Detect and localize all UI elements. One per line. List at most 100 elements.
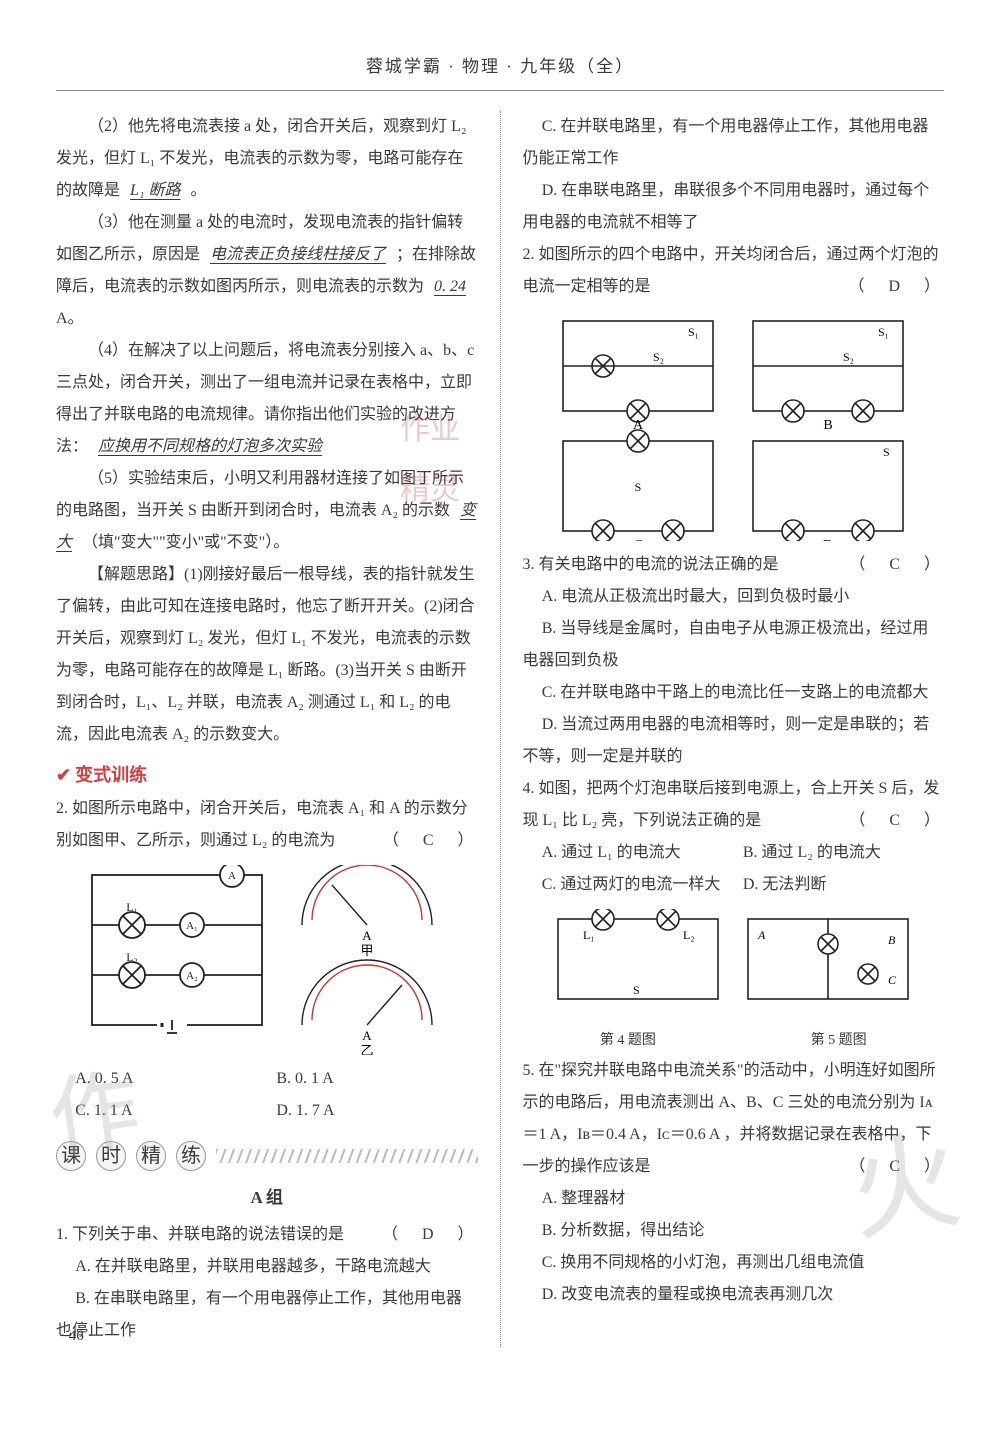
label: A <box>362 928 372 943</box>
option-b: B. 通过 L₂ 的电流大 <box>743 837 944 869</box>
option-row: A. 0. 5 A B. 0. 1 A <box>56 1063 478 1095</box>
variant-training-title: 变式训练 <box>56 757 478 793</box>
stripe-decoration <box>216 1149 478 1163</box>
option-a: A. 0. 5 A <box>75 1063 276 1095</box>
answer-paren: （ D ） <box>382 1219 478 1251</box>
label: A <box>228 870 236 882</box>
label: L₁ <box>583 928 595 942</box>
answer-paren: （ C ） <box>849 549 944 581</box>
answer-paren: （ D ） <box>848 271 944 303</box>
option-row: C. 1. 1 A D. 1. 7 A <box>56 1095 478 1127</box>
variant-q2-stem: 2. 如图所示电路中，闭合开关后，电流表 A₁ 和 A 的示数分别如图甲、乙所示… <box>56 793 478 857</box>
label: A <box>362 1028 372 1043</box>
two-column-layout: （2）他先将电流表接 a 处，闭合开关后，观察到灯 L₂ 发光，但灯 L₁ 不发… <box>56 111 944 1347</box>
label: S₂ <box>843 350 854 364</box>
label: B <box>824 418 833 433</box>
option-row: A. 通过 L₁ 的电流大 B. 通过 L₂ 的电流大 <box>523 837 945 869</box>
q-text: 1. 下列关于串、并联电路的说法错误的是 <box>56 1226 344 1243</box>
item-5: （5）实验结束后，小明又利用器材连接了如图丁所示的电路图，当开关 S 由断开到闭… <box>56 463 478 559</box>
q4-q5-figures: L₁ L₂ S A B C <box>523 909 945 1019</box>
variant-q2-figure: A A₁ A₂ L₁ L₂ A 甲 <box>56 865 478 1055</box>
fill-blank: 电流表正负接线柱接反了 <box>204 246 392 263</box>
option-a: A. 在并联电路里，并联用电器越多，干路电流越大 <box>56 1251 478 1283</box>
column-divider <box>500 111 501 1347</box>
item-2: （2）他先将电流表接 a 处，闭合开关后，观察到灯 L₂ 发光，但灯 L₁ 不发… <box>56 111 478 207</box>
option-d: D. 1. 7 A <box>276 1095 477 1127</box>
option-c: C. 通过两灯的电流一样大 <box>542 869 743 901</box>
option-c: C. 换用不同规格的小灯泡，再测出几组电流值 <box>523 1247 945 1279</box>
label: 乙 <box>360 1043 373 1055</box>
label: S₁ <box>688 325 699 339</box>
section-band: 课 时 精 练 <box>56 1141 478 1171</box>
q-text: 5. 在"探究并联电路中电流关系"的活动中，小明连好如图所示的电路后，用电流表测… <box>523 1062 936 1111</box>
band-char: 练 <box>176 1141 206 1171</box>
q-text: （2）他先将电流表接 a 处，闭合开关后，观察到灯 L₂ 发光，但灯 L₁ 不发… <box>56 118 466 199</box>
option-d: D. 当流过两用电器的电流相等时，则一定是串联的；若不等，则一定是并联的 <box>523 709 945 773</box>
option-c: C. 在并联电路中干路上的电流比任一支路上的电流都大 <box>523 677 945 709</box>
band-char: 课 <box>56 1141 86 1171</box>
option-b: B. 当导线是金属时，自由电子从电源正极流出，经过用电器回到负极 <box>523 613 945 677</box>
caption: 第 4 题图 <box>523 1027 734 1055</box>
label: C <box>888 973 897 987</box>
label: A₁ <box>186 920 198 932</box>
label: C <box>634 538 643 541</box>
rq5-stem: 5. 在"探究并联电路中电流关系"的活动中，小明连好如图所示的电路后，用电流表测… <box>523 1055 945 1183</box>
answer-paren: （ C ） <box>383 825 478 857</box>
option-a: A. 整理器材 <box>523 1183 945 1215</box>
option-d: D. 改变电流表的量程或换电流表再测几次 <box>523 1279 945 1311</box>
rq4-stem: 4. 如图，把两个灯泡串联后接到电源上，合上开关 S 后，发现 L₁ 比 L₂ … <box>523 773 945 837</box>
option-a: A. 电流从正极流出时最大，回到负极时最小 <box>523 581 945 613</box>
label: B <box>888 933 896 947</box>
q1-stem: 1. 下列关于串、并联电路的说法错误的是 （ D ） <box>56 1219 478 1251</box>
right-column: C. 在并联电路里，有一个用电器停止工作，其他用电器仍能正常工作 D. 在串联电… <box>523 111 945 1347</box>
label: L₂ <box>683 928 695 942</box>
label: A <box>757 928 766 942</box>
q4-circuit: L₁ L₂ S <box>548 909 728 1019</box>
rq3-stem: 3. 有关电路中的电流的说法正确的是 （ C ） <box>523 549 945 581</box>
solution-analysis: 【解题思路】(1)刚接好最后一根导线，表的指针就发生了偏转，由此可知在连接电路时… <box>56 559 478 751</box>
q-text: （5）实验结束后，小明又利用器材连接了如图丁所示的电路图，当开关 S 由断开到闭… <box>56 470 464 519</box>
left-column: （2）他先将电流表接 a 处，闭合开关后，观察到灯 L₂ 发光，但灯 L₁ 不发… <box>56 111 478 1347</box>
ammeter-gauges: A 甲 A 乙 <box>282 865 452 1055</box>
answer-paren: （ C ） <box>849 1151 944 1183</box>
fill-blank: 应换用不同规格的灯泡多次实验 <box>92 438 328 455</box>
option-b: B. 分析数据，得出结论 <box>523 1215 945 1247</box>
q5-circuit: A B C <box>738 909 918 1019</box>
q-text: A。 <box>56 310 84 327</box>
option-d: D. 无法判断 <box>743 869 944 901</box>
option-c: C. 在并联电路里，有一个用电器停止工作，其他用电器仍能正常工作 <box>523 111 945 175</box>
label: A <box>633 418 644 433</box>
item-3: （3）他在测量 a 处的电流时，发现电流表的指针偏转如图乙所示，原因是 电流表正… <box>56 207 478 335</box>
band-char: 时 <box>96 1141 126 1171</box>
circuit-diagram: A A₁ A₂ L₁ L₂ <box>82 865 272 1045</box>
worksheet-page: 蓉城学霸 · 物理 · 九年级（全） （2）他先将电流表接 a 处，闭合开关后，… <box>0 0 1000 1367</box>
label: S₂ <box>653 350 664 364</box>
q-text: 3. 有关电路中的电流的说法正确的是 <box>523 556 779 573</box>
band-char: 精 <box>136 1141 166 1171</box>
page-header: 蓉城学霸 · 物理 · 九年级（全） <box>56 50 944 91</box>
rq2-stem: 2. 如图所示的四个电路中，开关均闭合后，通过两个灯泡的电流一定相等的是 （ D… <box>523 239 945 303</box>
fill-blank: L₁ 断路 <box>124 182 186 199</box>
q-text: （填"变大""变小"或"不变"）。 <box>82 534 289 551</box>
q-text: 。 <box>190 182 206 199</box>
page-number: · 46 · <box>60 1321 93 1351</box>
label: S <box>883 445 890 459</box>
label: L₂ <box>126 950 138 964</box>
figure-captions: 第 4 题图 第 5 题图 <box>523 1027 945 1055</box>
label: D <box>823 538 833 541</box>
option-row: C. 通过两灯的电流一样大 D. 无法判断 <box>523 869 945 901</box>
label: A₂ <box>186 970 198 982</box>
option-b: B. 在串联电路里，有一个用电器停止工作，其他用电器也停止工作 <box>56 1283 478 1347</box>
label: S₁ <box>878 325 889 339</box>
answer-paren: （ C ） <box>849 805 944 837</box>
item-4: （4）在解决了以上问题后，将电流表分别接入 a、b、c 三点处，闭合开关，测出了… <box>56 335 478 463</box>
four-circuits-figure: A B C D S₁ S₂ S₁ S₂ S S <box>543 311 923 541</box>
option-a: A. 通过 L₁ 的电流大 <box>542 837 743 869</box>
option-b: B. 0. 1 A <box>276 1063 477 1095</box>
caption: 第 5 题图 <box>733 1027 944 1055</box>
label: S <box>633 983 640 997</box>
group-a-heading: A 组 <box>56 1181 478 1215</box>
fill-blank: 0. 24 <box>428 278 472 295</box>
label: 甲 <box>360 943 373 958</box>
label: S <box>635 480 642 494</box>
